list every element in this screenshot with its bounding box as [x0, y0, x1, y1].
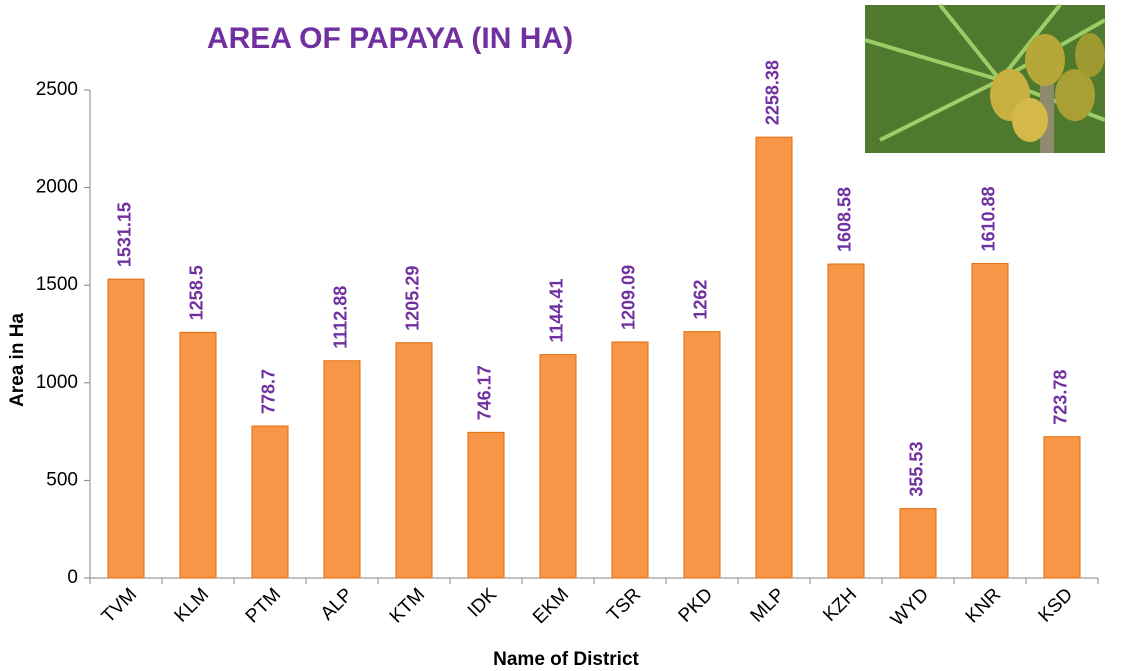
x-tick-label: PKD	[675, 584, 717, 626]
data-label: 1262	[691, 280, 711, 320]
x-tick-label: KNR	[962, 584, 1005, 627]
data-label: 1205.29	[403, 266, 423, 331]
x-tick-label: KLM	[171, 584, 213, 626]
x-tick-label: TSR	[603, 584, 645, 626]
x-tick-label: EKM	[529, 584, 573, 628]
y-axis-label: Area in Ha	[7, 313, 28, 407]
data-label: 2258.38	[763, 60, 783, 125]
y-tick-label: 500	[46, 469, 78, 490]
x-tick-label: MLP	[747, 584, 789, 626]
x-tick-label: IDK	[464, 584, 501, 621]
x-tick-label: KSD	[1035, 584, 1077, 626]
x-tick-label: WYD	[887, 584, 933, 630]
bar	[251, 425, 289, 579]
y-tick-label: 0	[67, 567, 78, 588]
y-tick-label: 2500	[36, 79, 78, 100]
data-label: 746.17	[475, 365, 495, 420]
x-tick-label: TVM	[98, 584, 141, 627]
bar	[827, 263, 865, 579]
bar	[755, 136, 793, 579]
data-label: 778.7	[259, 369, 279, 414]
data-label: 723.78	[1051, 370, 1071, 425]
bar	[323, 360, 361, 579]
bar	[611, 341, 649, 579]
y-tick-label: 2000	[36, 177, 78, 198]
bar	[467, 431, 505, 579]
data-label: 1112.88	[331, 286, 351, 349]
bar	[107, 278, 145, 579]
bar	[1043, 436, 1081, 579]
data-label: 1531.15	[115, 202, 135, 267]
x-axis-label: Name of District	[493, 649, 639, 670]
data-label: 1209.09	[619, 265, 639, 330]
y-tick-label: 1500	[36, 274, 78, 295]
data-label: 1144.41	[547, 279, 567, 343]
bar	[899, 508, 937, 579]
bar	[539, 354, 577, 579]
y-tick-label: 1000	[36, 372, 78, 393]
data-label: 1608.58	[835, 187, 855, 252]
x-tick-label: ALP	[317, 584, 357, 624]
data-label: 355.53	[907, 442, 927, 497]
papaya-photo	[864, 3, 1106, 153]
bar	[395, 342, 433, 579]
data-label: 1610.88	[979, 186, 999, 251]
data-label: 1258.5	[187, 265, 207, 320]
bar	[971, 263, 1009, 579]
bar	[179, 331, 217, 579]
x-tick-label: PTM	[242, 584, 285, 627]
x-tick-label: KTM	[386, 584, 429, 627]
bar	[683, 331, 721, 579]
chart-title: AREA OF PAPAYA (IN HA)	[207, 22, 573, 55]
x-tick-label: KZH	[819, 584, 861, 626]
